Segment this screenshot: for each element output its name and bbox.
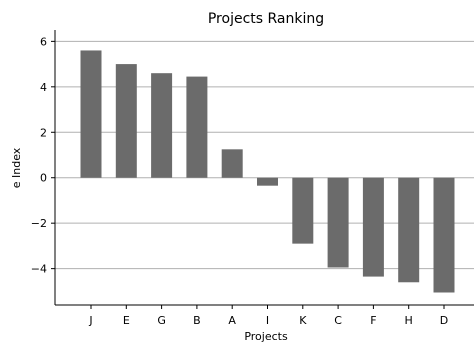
- y-tick-label: 2: [40, 126, 47, 139]
- bar-K: [292, 177, 314, 244]
- y-tick-label: −2: [31, 217, 47, 230]
- chart-title: Projects Ranking: [208, 11, 324, 27]
- x-axis-label: Projects: [244, 330, 288, 343]
- bar-B: [186, 76, 208, 178]
- bar-C: [327, 177, 349, 268]
- x-tick-label-G: G: [157, 314, 166, 327]
- y-tick-label: 6: [40, 35, 47, 48]
- x-tick-label-H: H: [405, 314, 413, 327]
- x-tick-label-K: K: [299, 314, 307, 327]
- x-tick-label-B: B: [193, 314, 201, 327]
- x-tick-label-I: I: [266, 314, 269, 327]
- bar-J: [80, 50, 102, 178]
- bar-F: [362, 177, 384, 277]
- y-tick-label: 4: [40, 81, 47, 94]
- x-tick-label-F: F: [370, 314, 376, 327]
- bar-D: [433, 177, 455, 293]
- y-axis-label: e Index: [10, 147, 23, 188]
- y-tick-label: −4: [31, 263, 47, 276]
- bar-H: [398, 177, 420, 283]
- x-tick-label-C: C: [334, 314, 342, 327]
- axes: [54, 30, 474, 306]
- bar-I: [257, 177, 278, 186]
- x-tick-label-A: A: [228, 314, 236, 327]
- bar-E: [115, 64, 137, 178]
- x-tick-label-D: D: [440, 314, 448, 327]
- x-tick-label-E: E: [123, 314, 130, 327]
- y-ticks: 6 4 2 0 −2 −4: [31, 35, 55, 276]
- bar-G: [151, 73, 173, 178]
- x-tick-label-J: J: [88, 314, 92, 327]
- y-tick-label: 0: [40, 172, 47, 185]
- bars: [80, 50, 455, 293]
- bar-A: [221, 149, 243, 178]
